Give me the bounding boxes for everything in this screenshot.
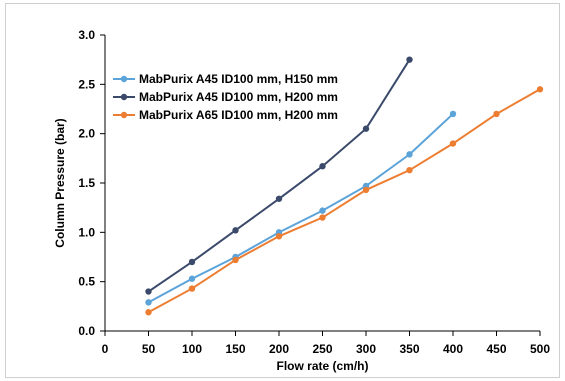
data-point: [362, 186, 370, 194]
data-point: [536, 86, 544, 93]
x-tick-label: 0: [102, 342, 109, 356]
legend-item-2: MabPurix A45 ID100 mm, H200 mm: [113, 90, 338, 104]
y-tick-label: 2.5: [78, 77, 95, 91]
data-point: [406, 56, 413, 63]
data-point: [319, 214, 326, 221]
y-tick-label: 0.0: [78, 324, 95, 338]
data-point: [145, 288, 152, 295]
data-point: [232, 256, 239, 264]
x-tick-label: 400: [443, 342, 463, 356]
x-tick-label: 250: [312, 342, 332, 356]
data-point: [275, 233, 283, 240]
y-tick-label: 1.0: [78, 225, 95, 239]
data-point: [319, 207, 326, 214]
data-point: [188, 275, 196, 282]
x-tick-label: 50: [142, 342, 156, 356]
data-point: [493, 110, 500, 118]
x-tick-label: 200: [269, 342, 289, 356]
legend: MabPurix A45 ID100 mm, H150 mm MabPurix A…: [113, 72, 338, 122]
y-tick-label: 2.0: [78, 127, 95, 141]
legend-swatch-marker: [120, 111, 128, 119]
data-point: [188, 258, 196, 266]
data-point: [406, 166, 413, 174]
data-point: [449, 140, 457, 147]
legend-swatch-marker: [120, 93, 128, 101]
legend-swatch-marker: [120, 75, 128, 83]
x-tick-label: 350: [399, 342, 419, 356]
data-point: [275, 195, 283, 202]
legend-label: MabPurix A65 ID100 mm, H200 mm: [139, 108, 338, 122]
data-point: [188, 285, 196, 292]
y-tick-label: 0.5: [78, 275, 95, 289]
x-tick-label: 300: [356, 342, 376, 356]
y-tick-label: 1.5: [78, 176, 95, 190]
legend-label: MabPurix A45 ID100 mm, H200 mm: [139, 90, 338, 104]
series-2: [145, 56, 413, 295]
y-axis-title: Column Pressure (bar): [53, 118, 67, 247]
legend-item-3: MabPurix A65 ID100 mm, H200 mm: [113, 108, 338, 122]
data-point: [145, 299, 152, 306]
chart-frame: [5, 3, 560, 378]
data-point: [406, 151, 413, 158]
legend-label: MabPurix A45 ID100 mm, H150 mm: [139, 72, 338, 86]
data-point: [232, 227, 239, 234]
y-tick-label: 3.0: [78, 28, 95, 42]
data-point: [449, 110, 457, 118]
series-line: [148, 113, 454, 304]
data-point: [145, 309, 152, 316]
x-axis-title: Flow rate (cm/h): [276, 359, 368, 373]
x-tick-label: 500: [530, 342, 550, 356]
series-1: [145, 110, 457, 306]
series-line: [148, 88, 541, 314]
legend-item-1: MabPurix A45 ID100 mm, H150 mm: [113, 72, 338, 86]
x-tick-label: 450: [486, 342, 506, 356]
series-layer: [145, 56, 544, 316]
x-tick-label: 150: [225, 342, 245, 356]
series-3: [145, 86, 544, 316]
axes-layer: 0.0 0.5 1.0 1.5 2.0 2.5 3.0 0 50 100 150 200 250 300 3…: [78, 28, 550, 356]
data-point: [362, 125, 370, 132]
x-tick-label: 100: [182, 342, 202, 356]
data-point: [319, 163, 326, 170]
